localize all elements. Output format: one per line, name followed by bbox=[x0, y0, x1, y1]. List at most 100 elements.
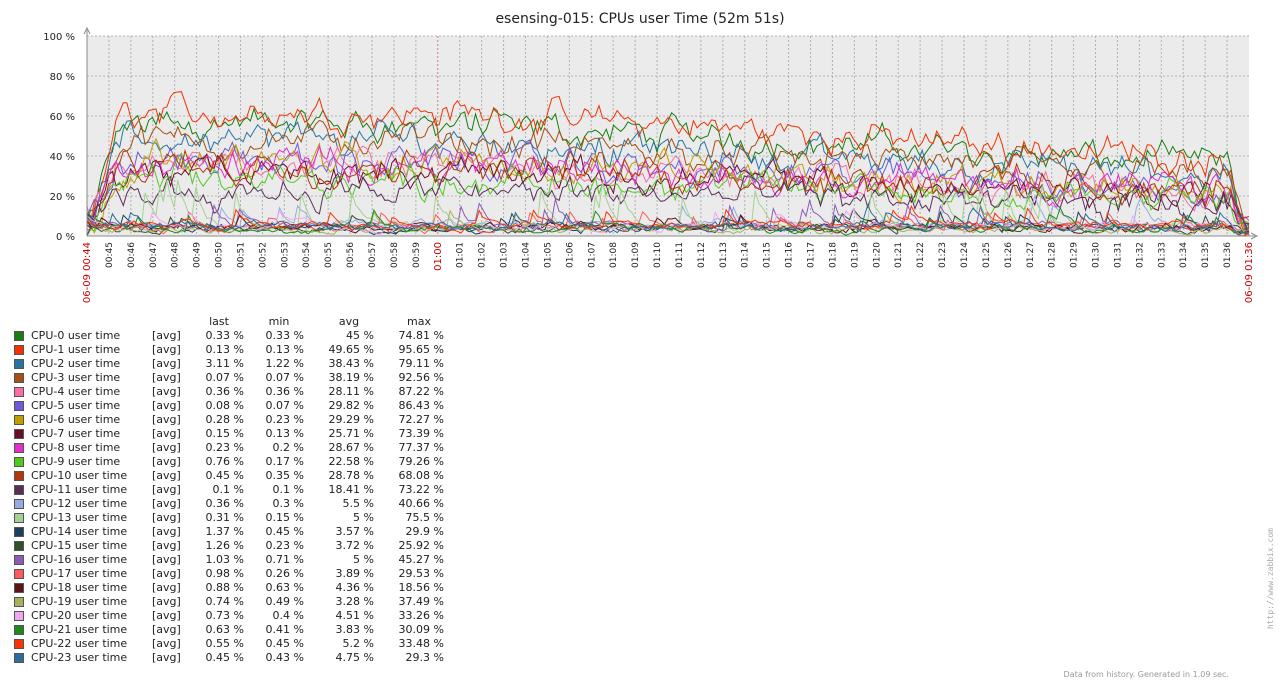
series-line-cpu-21 bbox=[86, 206, 1250, 236]
legend-swatch bbox=[14, 331, 24, 341]
legend-header-last: last bbox=[209, 315, 229, 328]
legend-avg-value: 3.89 % bbox=[335, 567, 374, 580]
legend-series-name: CPU-10 user time bbox=[31, 469, 128, 482]
x-tick-label: 01:01 bbox=[456, 242, 466, 268]
legend-row: CPU-14 user time [avg] 1.37 % 0.45 % 3.57 % 2… bbox=[14, 525, 454, 539]
legend-header-avg: avg bbox=[338, 315, 360, 328]
legend-series-name: CPU-13 user time bbox=[31, 511, 128, 524]
legend-max-value: 33.26 % bbox=[398, 609, 444, 622]
x-tick-label: 01:13 bbox=[719, 242, 729, 268]
x-tick-label: 00:48 bbox=[171, 242, 181, 268]
legend-swatch bbox=[14, 639, 24, 649]
x-tick-label: 01:09 bbox=[631, 242, 641, 268]
series-line-cpu-6 bbox=[86, 137, 1250, 234]
legend-avg-value: 38.43 % bbox=[328, 357, 374, 370]
legend-avg-value: 22.58 % bbox=[328, 455, 374, 468]
legend-avg-value: 38.19 % bbox=[328, 371, 374, 384]
legend-row: CPU-22 user time [avg] 0.55 % 0.45 % 5.2 % 33… bbox=[14, 637, 454, 651]
legend-func: [avg] bbox=[152, 651, 181, 664]
legend-row: CPU-18 user time [avg] 0.88 % 0.63 % 4.36 % 1… bbox=[14, 581, 454, 595]
legend-last-value: 0.28 % bbox=[205, 413, 244, 426]
x-tick-label: 01:18 bbox=[828, 242, 838, 268]
legend-swatch bbox=[14, 401, 24, 411]
legend-series-name: CPU-2 user time bbox=[31, 357, 121, 370]
legend-swatch bbox=[14, 569, 24, 579]
legend-last-value: 0.63 % bbox=[205, 623, 244, 636]
x-tick-label: 01:34 bbox=[1179, 242, 1189, 268]
legend-min-value: 0.45 % bbox=[265, 525, 304, 538]
x-tick-label: 01:12 bbox=[697, 242, 707, 268]
series-line-cpu-8 bbox=[87, 144, 1250, 231]
x-tick-label: 01:07 bbox=[587, 242, 597, 268]
legend-last-value: 0.31 % bbox=[205, 511, 244, 524]
legend-max-value: 92.56 % bbox=[398, 371, 444, 384]
legend-header-max: max bbox=[407, 315, 431, 328]
legend-func: [avg] bbox=[152, 525, 181, 538]
legend-max-value: 86.43 % bbox=[398, 399, 444, 412]
side-url: http://www.zabbix.com bbox=[1266, 528, 1275, 630]
legend-func: [avg] bbox=[152, 413, 181, 426]
legend-func: [avg] bbox=[152, 539, 181, 552]
legend-avg-value: 3.28 % bbox=[335, 595, 374, 608]
series-line-cpu-9 bbox=[86, 152, 1250, 237]
legend-avg-value: 49.65 % bbox=[328, 343, 374, 356]
legend-row: CPU-1 user time [avg] 0.13 % 0.13 % 49.65 % 9… bbox=[14, 343, 454, 357]
legend-series-name: CPU-21 user time bbox=[31, 623, 128, 636]
legend-min-value: 0.1 % bbox=[272, 483, 304, 496]
footer-generated: Data from history. Generated in 1.09 sec… bbox=[1063, 670, 1229, 679]
legend-min-value: 0.4 % bbox=[272, 609, 304, 622]
legend-avg-value: 5.5 % bbox=[342, 497, 374, 510]
y-tick-label: 40 % bbox=[50, 152, 75, 163]
legend-max-value: 45.27 % bbox=[398, 553, 444, 566]
legend-series-name: CPU-15 user time bbox=[31, 539, 128, 552]
legend-row: CPU-4 user time [avg] 0.36 % 0.36 % 28.11 % 8… bbox=[14, 385, 454, 399]
x-tick-label: 01:24 bbox=[960, 242, 970, 268]
legend-avg-value: 29.29 % bbox=[328, 413, 374, 426]
x-tick-label: 01:25 bbox=[982, 242, 992, 268]
legend-func: [avg] bbox=[152, 567, 181, 580]
legend-series-name: CPU-3 user time bbox=[31, 371, 121, 384]
legend-avg-value: 25.71 % bbox=[328, 427, 374, 440]
legend-last-value: 0.76 % bbox=[205, 455, 244, 468]
legend-min-value: 0.23 % bbox=[265, 413, 304, 426]
legend-swatch bbox=[14, 513, 24, 523]
legend-min-value: 0.33 % bbox=[265, 329, 304, 342]
legend-series-name: CPU-16 user time bbox=[31, 553, 128, 566]
legend-max-value: 79.26 % bbox=[398, 455, 444, 468]
y-tick-label: 20 % bbox=[50, 192, 75, 203]
legend-min-value: 0.43 % bbox=[265, 651, 304, 664]
legend-func: [avg] bbox=[152, 455, 181, 468]
legend-series-name: CPU-9 user time bbox=[31, 455, 121, 468]
legend-avg-value: 4.36 % bbox=[335, 581, 374, 594]
x-tick-label: 00:57 bbox=[368, 242, 378, 268]
x-tick-label: 00:51 bbox=[236, 242, 246, 268]
legend-last-value: 0.36 % bbox=[205, 497, 244, 510]
legend-row: CPU-11 user time [avg] 0.1 % 0.1 % 18.41 % 73… bbox=[14, 483, 454, 497]
legend-series-name: CPU-1 user time bbox=[31, 343, 121, 356]
legend-func: [avg] bbox=[152, 343, 181, 356]
x-axis-arrow bbox=[1250, 232, 1259, 240]
legend-avg-value: 45 % bbox=[346, 329, 374, 342]
legend-swatch bbox=[14, 611, 24, 621]
legend-row: CPU-8 user time [avg] 0.23 % 0.2 % 28.67 % 77… bbox=[14, 441, 454, 455]
legend-min-value: 0.15 % bbox=[265, 511, 304, 524]
legend-min-value: 0.63 % bbox=[265, 581, 304, 594]
x-tick-label: 01:33 bbox=[1157, 242, 1167, 268]
legend-series-name: CPU-6 user time bbox=[31, 413, 121, 426]
x-tick-label: 00:58 bbox=[390, 242, 400, 268]
axes bbox=[83, 26, 1259, 240]
legend-avg-value: 18.41 % bbox=[328, 483, 374, 496]
legend-swatch bbox=[14, 373, 24, 383]
legend-last-value: 0.13 % bbox=[205, 343, 244, 356]
y-tick-label: 60 % bbox=[50, 112, 75, 123]
y-axis-ticks: 100 % 80 % 60 % 40 % 20 % 0 % bbox=[43, 32, 75, 243]
legend-series-name: CPU-12 user time bbox=[31, 497, 128, 510]
legend-min-value: 0.36 % bbox=[265, 385, 304, 398]
legend-max-value: 72.27 % bbox=[398, 413, 444, 426]
series-line-cpu-20 bbox=[86, 207, 1250, 237]
legend-last-value: 0.55 % bbox=[205, 637, 244, 650]
legend-swatch bbox=[14, 653, 24, 663]
legend-min-value: 0.13 % bbox=[265, 427, 304, 440]
legend-min-value: 0.35 % bbox=[265, 469, 304, 482]
legend-series-name: CPU-22 user time bbox=[31, 637, 128, 650]
